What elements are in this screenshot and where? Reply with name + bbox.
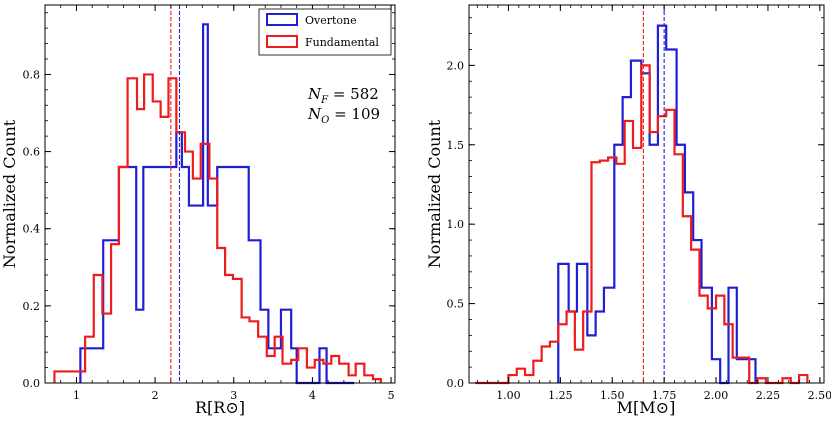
left-x-tick-label: 3 — [230, 389, 237, 402]
right-y-tick-label: 0.5 — [447, 298, 465, 311]
left-y-tick-label: 0.6 — [23, 146, 41, 159]
left-y-tick-label: 0.4 — [23, 223, 41, 236]
right-histogram-fundamental — [475, 64, 809, 385]
right-plot-frame — [468, 4, 825, 384]
legend-swatch-fundamental — [266, 35, 298, 48]
legend-label-overtone: Overtone — [305, 14, 357, 27]
left-median-lines — [170, 5, 181, 383]
right-y-axis-label: Normalized Count — [425, 119, 444, 268]
right-y-tick-label: 1.0 — [447, 218, 465, 231]
right-x-tick-label: 1.00 — [496, 389, 521, 402]
right-panel-mass: 1.00 1.25 1.50 1.75 2.00 2.25 2.50 0.0 0.5 1.0 1.… — [425, 4, 831, 417]
left-x-ticks: 1 2 3 4 5 — [44, 5, 395, 402]
right-x-tick-label: 2.25 — [756, 389, 781, 402]
right-y-tick-label: 1.5 — [447, 139, 465, 152]
left-x-tick-label: 5 — [388, 389, 395, 402]
annotation-n-overtone: NO = 109 — [307, 105, 380, 126]
right-x-tick-label: 1.75 — [652, 389, 677, 402]
right-median-lines — [642, 5, 665, 383]
legend-swatch-overtone — [266, 13, 298, 26]
right-y-ticks: 0.0 0.5 1.0 1.5 2.0 — [447, 17, 824, 390]
left-x-tick-label: 2 — [152, 389, 159, 402]
legend: Overtone Fundamental — [258, 8, 392, 56]
left-plot-frame — [44, 4, 396, 384]
right-x-tick-label: 2.00 — [704, 389, 729, 402]
right-x-tick-label: 2.50 — [808, 389, 831, 402]
right-y-tick-label: 2.0 — [447, 59, 465, 72]
left-x-tick-label: 1 — [73, 389, 80, 402]
left-y-tick-label: 0.2 — [23, 300, 41, 313]
right-histogram-overtone — [557, 24, 757, 385]
right-x-tick-label: 1.50 — [600, 389, 625, 402]
legend-label-fundamental: Fundamental — [305, 36, 379, 49]
left-y-axis-label: Normalized Count — [0, 119, 19, 268]
right-y-tick-label: 0.0 — [447, 377, 465, 390]
annotation-n-fundamental: NF = 582 — [307, 85, 379, 106]
left-histogram-series — [53, 23, 382, 385]
left-panel-radius: 1 2 3 4 5 0.0 0.2 0.4 0.6 0.8 R[R⊙] Normalized C… — [0, 4, 396, 417]
left-x-tick-label: 4 — [309, 389, 316, 402]
left-y-tick-label: 0.0 — [23, 377, 41, 390]
right-x-axis-label: M[M⊙] — [617, 398, 676, 417]
right-x-tick-label: 1.25 — [548, 389, 573, 402]
right-histogram-series — [475, 24, 809, 385]
left-y-ticks: 0.0 0.2 0.4 0.6 0.8 — [23, 12, 395, 390]
left-histogram-overtone — [79, 23, 355, 385]
left-y-tick-label: 0.8 — [23, 68, 41, 81]
right-x-ticks: 1.00 1.25 1.50 1.75 2.00 2.25 2.50 — [476, 5, 831, 402]
left-histogram-fundamental — [53, 73, 382, 383]
left-x-axis-label: R[R⊙] — [195, 398, 245, 417]
